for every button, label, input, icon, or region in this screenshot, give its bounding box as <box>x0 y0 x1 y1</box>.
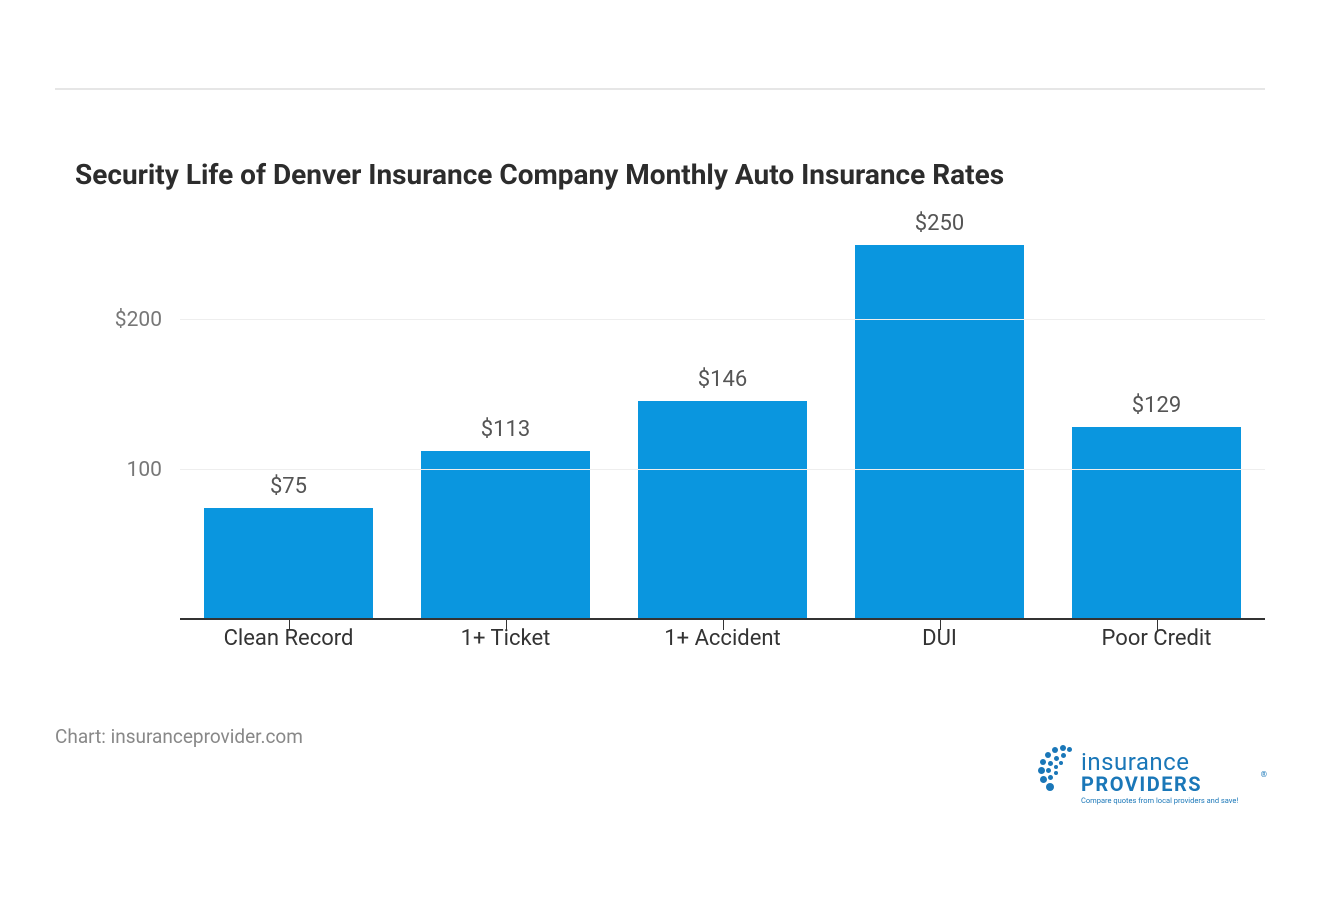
top-rule <box>55 88 1265 90</box>
y-tick-label: 100 <box>127 458 162 482</box>
x-axis-labels: Clean Record1+ Ticket1+ AccidentDUIPoor … <box>180 626 1265 660</box>
x-axis-label: Poor Credit <box>1048 626 1265 660</box>
bar-value-label: $250 <box>855 211 1024 236</box>
bar-slot: $113 <box>397 230 614 620</box>
bars-container: $75 $113 $146 $250 $129 <box>180 230 1265 620</box>
bar-slot: $146 <box>614 230 831 620</box>
bar: $113 <box>421 451 590 621</box>
plot-region: $75$113$146$250$129 100$200 <box>180 230 1265 620</box>
bar: $146 <box>638 401 807 620</box>
bar-slot: $75 <box>180 230 397 620</box>
bar: $250 <box>855 245 1024 620</box>
bar-slot: $129 <box>1048 230 1265 620</box>
bar: $75 <box>204 508 373 621</box>
gridline <box>180 319 1265 320</box>
logo-tagline: Compare quotes from local providers and … <box>1081 796 1238 805</box>
bar-value-label: $129 <box>1072 393 1241 418</box>
x-axis-label: 1+ Accident <box>614 626 831 660</box>
logo-registered-mark: ® <box>1261 770 1267 779</box>
x-axis-label: 1+ Ticket <box>397 626 614 660</box>
bar-value-label: $75 <box>204 474 373 499</box>
gridline <box>180 469 1265 470</box>
x-axis-label: Clean Record <box>180 626 397 660</box>
bar-value-label: $146 <box>638 367 807 392</box>
y-tick-label: $200 <box>115 308 162 332</box>
bar-value-label: $113 <box>421 417 590 442</box>
logo-text-line2: PROVIDERS <box>1081 772 1202 796</box>
x-axis-label: DUI <box>831 626 1048 660</box>
bar-slot: $250 <box>831 230 1048 620</box>
brand-logo: insurance PROVIDERS ® Compare quotes fro… <box>1035 740 1265 820</box>
x-axis-baseline <box>180 618 1265 620</box>
chart-attribution: Chart: insuranceprovider.com <box>55 725 303 748</box>
bar: $129 <box>1072 427 1241 621</box>
bar-chart: $75 $113 $146 $250 $129 100 $200 Clean Record… <box>75 230 1265 660</box>
chart-title: Security Life of Denver Insurance Compan… <box>75 158 1004 191</box>
logo-dots-icon <box>1035 745 1085 795</box>
